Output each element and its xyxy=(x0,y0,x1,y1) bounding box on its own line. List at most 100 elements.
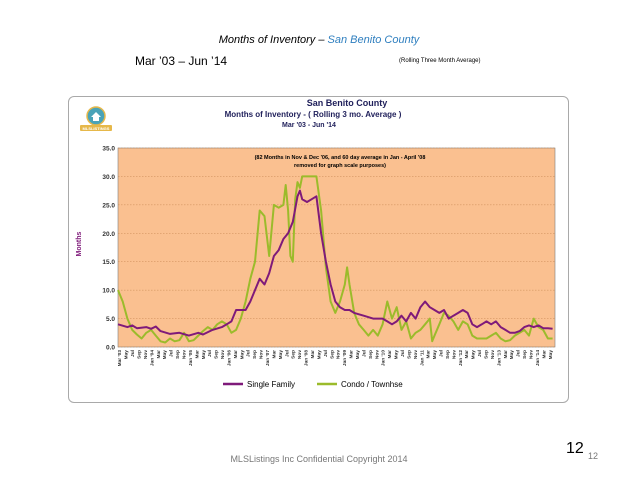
svg-text:MLSLISTINGS: MLSLISTINGS xyxy=(83,126,110,131)
x-tick-label: Mar xyxy=(194,350,200,359)
title-separator: – xyxy=(315,34,328,46)
x-tick-label: Jul xyxy=(516,350,522,357)
x-tick-label: Sep xyxy=(136,350,142,359)
x-tick-label: Jul xyxy=(130,350,136,357)
x-tick-label: Jan '05 xyxy=(188,350,194,366)
x-tick-label: Mar xyxy=(233,350,239,359)
chart-subtitle-line2: Mar '03 - Jun '14 xyxy=(282,122,336,129)
page-number: 12 xyxy=(566,440,584,457)
x-tick-label: Nov xyxy=(259,350,265,359)
y-tick-label: 25.0 xyxy=(102,202,115,209)
title-county: San Benito County xyxy=(327,34,420,46)
x-tick-label: Sep xyxy=(175,350,181,359)
chart-annotation-line2: removed for graph scale purposes) xyxy=(294,163,386,169)
y-tick-label: 30.0 xyxy=(102,174,115,181)
gridlines xyxy=(118,147,555,348)
chart-subtitle-line1: Months of Inventory - ( Rolling 3 mo. Av… xyxy=(225,110,402,119)
months-of-inventory-chart: 0.05.010.015.020.025.030.035.0 Mar '03 Ma… xyxy=(76,98,556,389)
x-tick-label: Mar xyxy=(310,350,316,359)
x-tick-label: Nov xyxy=(220,350,226,359)
y-tick-label: 10.0 xyxy=(102,288,115,295)
series-lines xyxy=(117,175,553,344)
x-tick-label: Jul xyxy=(400,350,406,357)
x-tick-label: Jul xyxy=(207,350,213,357)
x-tick-label: Nov xyxy=(413,350,419,359)
x-tick-label: Jul xyxy=(361,350,367,357)
x-axis-ticks: Mar '03 May Jul Sep Nov Jan '04 Mar May Jul Sep No… xyxy=(117,350,554,367)
y-tick-label: 20.0 xyxy=(102,231,115,238)
x-tick-label: Jan '14 xyxy=(535,350,541,366)
x-tick-label: Sep xyxy=(406,350,412,359)
x-tick-label: May xyxy=(239,350,245,360)
y-axis-ticks: 0.0 5.0 10.0 15.0 20.0 25.0 30.0 35.0 xyxy=(102,146,115,352)
x-tick-label: Nov xyxy=(143,350,149,359)
slide-title: Months of Inventory – San Benito County xyxy=(0,34,638,46)
x-tick-label: Sep xyxy=(291,350,297,359)
y-axis-label: Months xyxy=(76,231,83,256)
x-tick-label: Mar xyxy=(503,350,509,359)
series-line-single-family xyxy=(117,189,553,337)
x-tick-label: Sep xyxy=(252,350,258,359)
y-tick-label: 0.0 xyxy=(106,345,115,352)
x-tick-label: Jan '13 xyxy=(496,350,502,366)
x-tick-label: Sep xyxy=(445,350,451,359)
x-tick-label: Jan '06 xyxy=(226,350,232,366)
x-tick-label: Sep xyxy=(214,350,220,359)
x-tick-label: Nov xyxy=(181,350,187,359)
x-tick-label: Jul xyxy=(169,350,175,357)
x-tick-label: Sep xyxy=(484,350,490,359)
x-tick-label: Nov xyxy=(297,350,303,359)
x-tick-label: May xyxy=(124,350,130,360)
legend-label-single-family: Single Family xyxy=(247,380,295,389)
x-tick-label: Mar xyxy=(271,350,277,359)
x-tick-label: May xyxy=(201,350,207,360)
x-tick-label: Nov xyxy=(336,350,342,359)
x-tick-label: Mar xyxy=(426,350,432,359)
x-tick-label: May xyxy=(548,350,554,360)
x-tick-label: Mar xyxy=(541,350,547,359)
x-tick-label: Mar xyxy=(349,350,355,359)
x-tick-label: Nov xyxy=(451,350,457,359)
x-tick-label: Jan '07 xyxy=(265,350,271,366)
x-tick-label: Nov xyxy=(490,350,496,359)
page-number-small: 12 xyxy=(588,451,599,461)
rolling-average-note: (Rolling Three Month Average) xyxy=(399,58,481,64)
x-tick-label: Nov xyxy=(529,350,535,359)
x-tick-label: Jul xyxy=(323,350,329,357)
x-tick-label: Jul xyxy=(477,350,483,357)
x-tick-label: May xyxy=(278,350,284,360)
x-tick-label: Sep xyxy=(329,350,335,359)
x-tick-label: Jan '10 xyxy=(381,350,387,366)
chart-title: San Benito County xyxy=(307,98,388,108)
x-tick-label: Jul xyxy=(439,350,445,357)
legend-label-condo: Condo / Townhse xyxy=(341,380,403,389)
x-tick-label: Jan '04 xyxy=(149,350,155,366)
y-tick-label: 15.0 xyxy=(102,259,115,266)
x-tick-label: May xyxy=(316,350,322,360)
chart-annotation-line1: (82 Months in Nov & Dec '06, and 60 day … xyxy=(255,155,426,161)
x-tick-label: Jul xyxy=(246,350,252,357)
footer-copyright: MLSListings Inc Confidential Copyright 2… xyxy=(230,454,408,464)
x-tick-label: Jan '09 xyxy=(342,350,348,366)
slide-subtitle: Mar ’03 – Jun ’14 xyxy=(135,54,228,68)
x-tick-label: Jan '08 xyxy=(304,350,310,366)
x-tick-label: Mar xyxy=(464,350,470,359)
x-tick-label: May xyxy=(355,350,361,360)
x-tick-label: Jan '12 xyxy=(458,350,464,366)
x-tick-label: Sep xyxy=(522,350,528,359)
series-line-condo xyxy=(117,175,553,344)
x-tick-label: May xyxy=(394,350,400,360)
y-tick-label: 35.0 xyxy=(102,146,115,153)
x-tick-label: Jan '11 xyxy=(419,350,425,366)
y-tick-label: 5.0 xyxy=(106,316,115,323)
mlslistings-logo: MLSLISTINGS xyxy=(80,106,112,131)
x-tick-label: Mar xyxy=(387,350,393,359)
x-tick-label: Jul xyxy=(284,350,290,357)
x-tick-label: Mar '03 xyxy=(117,350,123,367)
x-tick-label: Nov xyxy=(374,350,380,359)
title-main: Months of Inventory xyxy=(218,34,316,46)
plot-area xyxy=(117,147,556,348)
x-tick-label: May xyxy=(432,350,438,360)
x-tick-label: May xyxy=(162,350,168,360)
legend: Single Family Condo / Townhse xyxy=(223,380,403,389)
